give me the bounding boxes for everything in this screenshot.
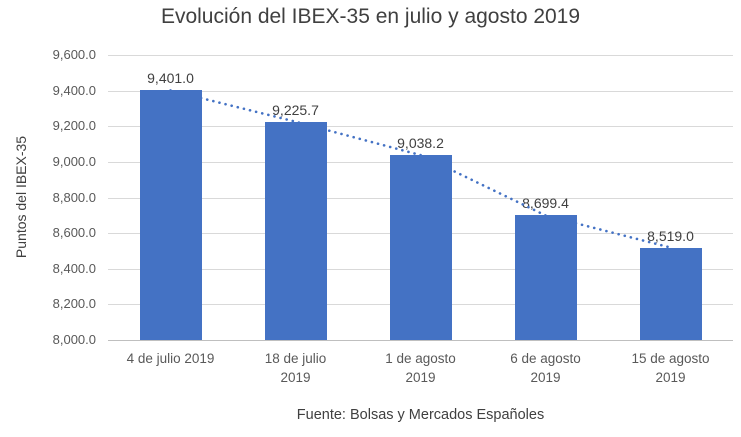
x-tick-label: 4 de julio 2019 — [126, 351, 215, 366]
bar-value-label: 9,225.7 — [272, 101, 319, 118]
y-tick-label: 8,400.0 — [52, 260, 96, 276]
y-tick-label: 9,600.0 — [52, 47, 96, 62]
x-tick-label: 1 de agosto 2019 — [385, 351, 456, 385]
bar — [389, 155, 452, 340]
y-tick-label: 8,600.0 — [52, 225, 96, 241]
grid-line — [108, 55, 733, 56]
bar-value-label: 8,519.0 — [647, 227, 694, 244]
y-tick-label: 8,000.0 — [52, 332, 96, 347]
bar-value-label: 9,038.2 — [397, 135, 444, 152]
x-tick-label: 15 de agosto 2019 — [631, 351, 710, 385]
grid-line — [108, 126, 733, 128]
y-tick-label: 8,200.0 — [52, 296, 96, 312]
x-tick-label: 6 de agosto 2019 — [510, 351, 581, 385]
y-tick-label: 9,400.0 — [52, 82, 96, 98]
x-axis-line — [108, 340, 733, 341]
bar — [264, 121, 327, 340]
chart-title: Evolución del IBEX-35 en julio y agosto … — [160, 5, 581, 28]
bar-value-label: 8,699.4 — [522, 195, 569, 212]
bar-value-label: 9,401.0 — [147, 70, 194, 87]
bar — [139, 90, 202, 340]
source-note: Fuente: Bolsas y Mercados Españoles — [296, 407, 545, 423]
bar — [514, 215, 577, 340]
grid-line — [108, 90, 733, 92]
y-tick-label: 9,000.0 — [52, 153, 96, 169]
y-tick-label: 9,200.0 — [52, 118, 96, 134]
x-tick-label: 18 de julio 2019 — [264, 351, 327, 385]
bar — [639, 247, 702, 340]
y-tick-label: 8,800.0 — [52, 189, 96, 205]
